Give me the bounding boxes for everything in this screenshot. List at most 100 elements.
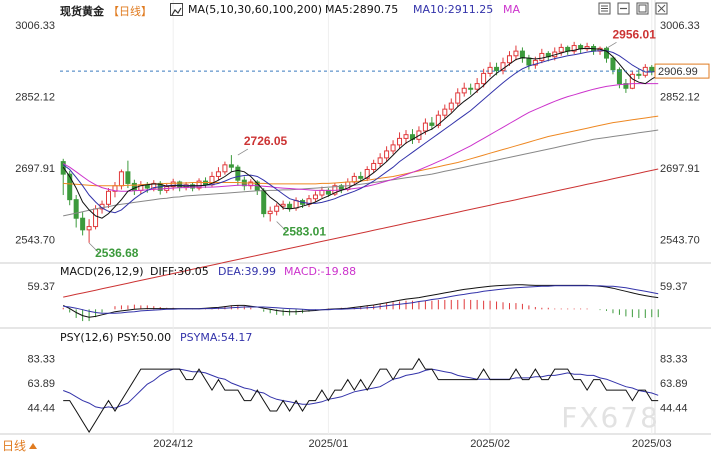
candle-body: [215, 171, 221, 177]
candle-body: [513, 50, 519, 57]
candle-body: [287, 203, 293, 209]
period-switch-button[interactable]: 日线: [2, 437, 38, 454]
y-tick-label-right: 83.33: [660, 354, 688, 366]
y-tick-label-right: 3006.33: [660, 20, 700, 32]
y-tick-label-left: 63.89: [27, 378, 55, 390]
maximize-icon[interactable]: [636, 2, 649, 15]
ma10-value: MA10:2911.25: [413, 3, 494, 16]
candle-body: [435, 114, 441, 126]
current-price-value: 2906.99: [658, 66, 698, 78]
candle-body: [468, 87, 474, 90]
triangle-up-icon: [29, 442, 38, 449]
candle-body: [500, 62, 506, 72]
macd-diff-value: DIFF:30.05: [150, 265, 209, 278]
candle-body: [190, 184, 196, 189]
candle-body: [235, 166, 241, 181]
indicator-toggle-icon[interactable]: [170, 3, 183, 16]
annotation-leader: [88, 242, 100, 254]
psy-value: PSY:50.00: [117, 331, 172, 344]
macd-diff-line: [62, 284, 659, 318]
candle-body: [371, 162, 377, 170]
candle-body: [293, 200, 299, 209]
x-tick-label: 2024/12: [153, 438, 193, 450]
ma10-line: [62, 50, 659, 214]
y-tick-label-left: 44.44: [27, 403, 55, 415]
ma-params: MA(5,10,30,60,100,200): [188, 3, 323, 16]
candle-body: [539, 52, 545, 61]
candle-body: [228, 164, 234, 168]
candle-body: [67, 173, 73, 201]
y-tick-label-right: 2852.12: [660, 92, 700, 104]
candle-body: [86, 226, 92, 231]
candle-body: [261, 189, 267, 215]
candle-body: [358, 175, 364, 179]
close-icon[interactable]: [655, 2, 668, 15]
candle-body: [558, 46, 564, 53]
candle-body: [584, 45, 590, 50]
candle-body: [603, 47, 609, 59]
candle-body: [125, 171, 131, 184]
candle-body: [170, 181, 176, 188]
candle-body: [649, 66, 655, 72]
candle-body: [280, 203, 286, 207]
candle-body: [629, 73, 635, 89]
ma100-line: [63, 129, 659, 217]
annotation-leader: [606, 41, 617, 49]
psy-pane[interactable]: [63, 357, 659, 433]
annotation-leader: [237, 148, 249, 156]
extremum-label: 2726.05: [244, 134, 288, 148]
candle-body: [474, 83, 480, 90]
candle-body: [636, 73, 642, 76]
candle-body: [80, 217, 86, 231]
macd-dea-line: [63, 285, 659, 314]
candle-body: [222, 164, 228, 173]
candle-body: [403, 134, 409, 139]
candle-body: [481, 72, 487, 85]
macd-dea-value: DEA:39.99: [218, 265, 276, 278]
y-tick-label-left: 59.37: [27, 281, 55, 293]
candle-body: [319, 189, 325, 196]
y-tick-label-left: 2852.12: [15, 92, 55, 104]
symbol-title: 现货黄金: [60, 5, 104, 18]
psy-line: [63, 357, 659, 433]
candle-body: [390, 144, 396, 152]
psy-params: PSY(12,6): [60, 331, 114, 344]
y-tick-label-left: 2543.70: [15, 235, 55, 247]
candle-body: [377, 157, 383, 164]
current-price-tag: [654, 63, 710, 79]
candle-body: [616, 69, 622, 85]
y-tick-label-right: 2697.91: [660, 163, 700, 175]
candle-body: [312, 194, 318, 200]
candle-body: [384, 150, 390, 159]
x-tick-label: 2025/01: [309, 438, 349, 450]
x-tick-label: 2025/03: [632, 438, 672, 450]
macd-params: MACD(26,12,9): [60, 265, 144, 278]
candle-body: [106, 190, 112, 205]
candle-body: [610, 57, 616, 71]
x-tick-label: 2025/02: [470, 438, 510, 450]
ma-extra: MA: [503, 3, 521, 16]
candle-body: [571, 45, 577, 52]
ma30-line: [62, 83, 659, 192]
y-tick-label-left: 83.33: [27, 354, 55, 366]
candle-body: [422, 122, 428, 132]
candle-body: [494, 66, 500, 72]
period-label[interactable]: 【日线】: [108, 5, 152, 18]
y-tick-label-left: 2697.91: [15, 163, 55, 175]
candle-body: [448, 102, 454, 110]
candle-body: [461, 87, 467, 94]
candle-body: [73, 199, 79, 219]
candle-body: [429, 122, 435, 126]
ma200-line: [63, 168, 659, 298]
candle-body: [325, 189, 331, 195]
candle-body: [118, 171, 124, 187]
settings-icon[interactable]: [598, 2, 611, 15]
candle-body: [442, 108, 448, 116]
candlestick-pane[interactable]: 2906.99 2956.01 2726.05 2583.01 2536.68: [60, 27, 710, 298]
minimize-icon[interactable]: [617, 2, 630, 15]
candle-body: [487, 66, 493, 74]
y-tick-label-right: 59.37: [660, 281, 688, 293]
macd-pane[interactable]: [62, 284, 659, 322]
extremum-label: 2956.01: [612, 27, 656, 41]
